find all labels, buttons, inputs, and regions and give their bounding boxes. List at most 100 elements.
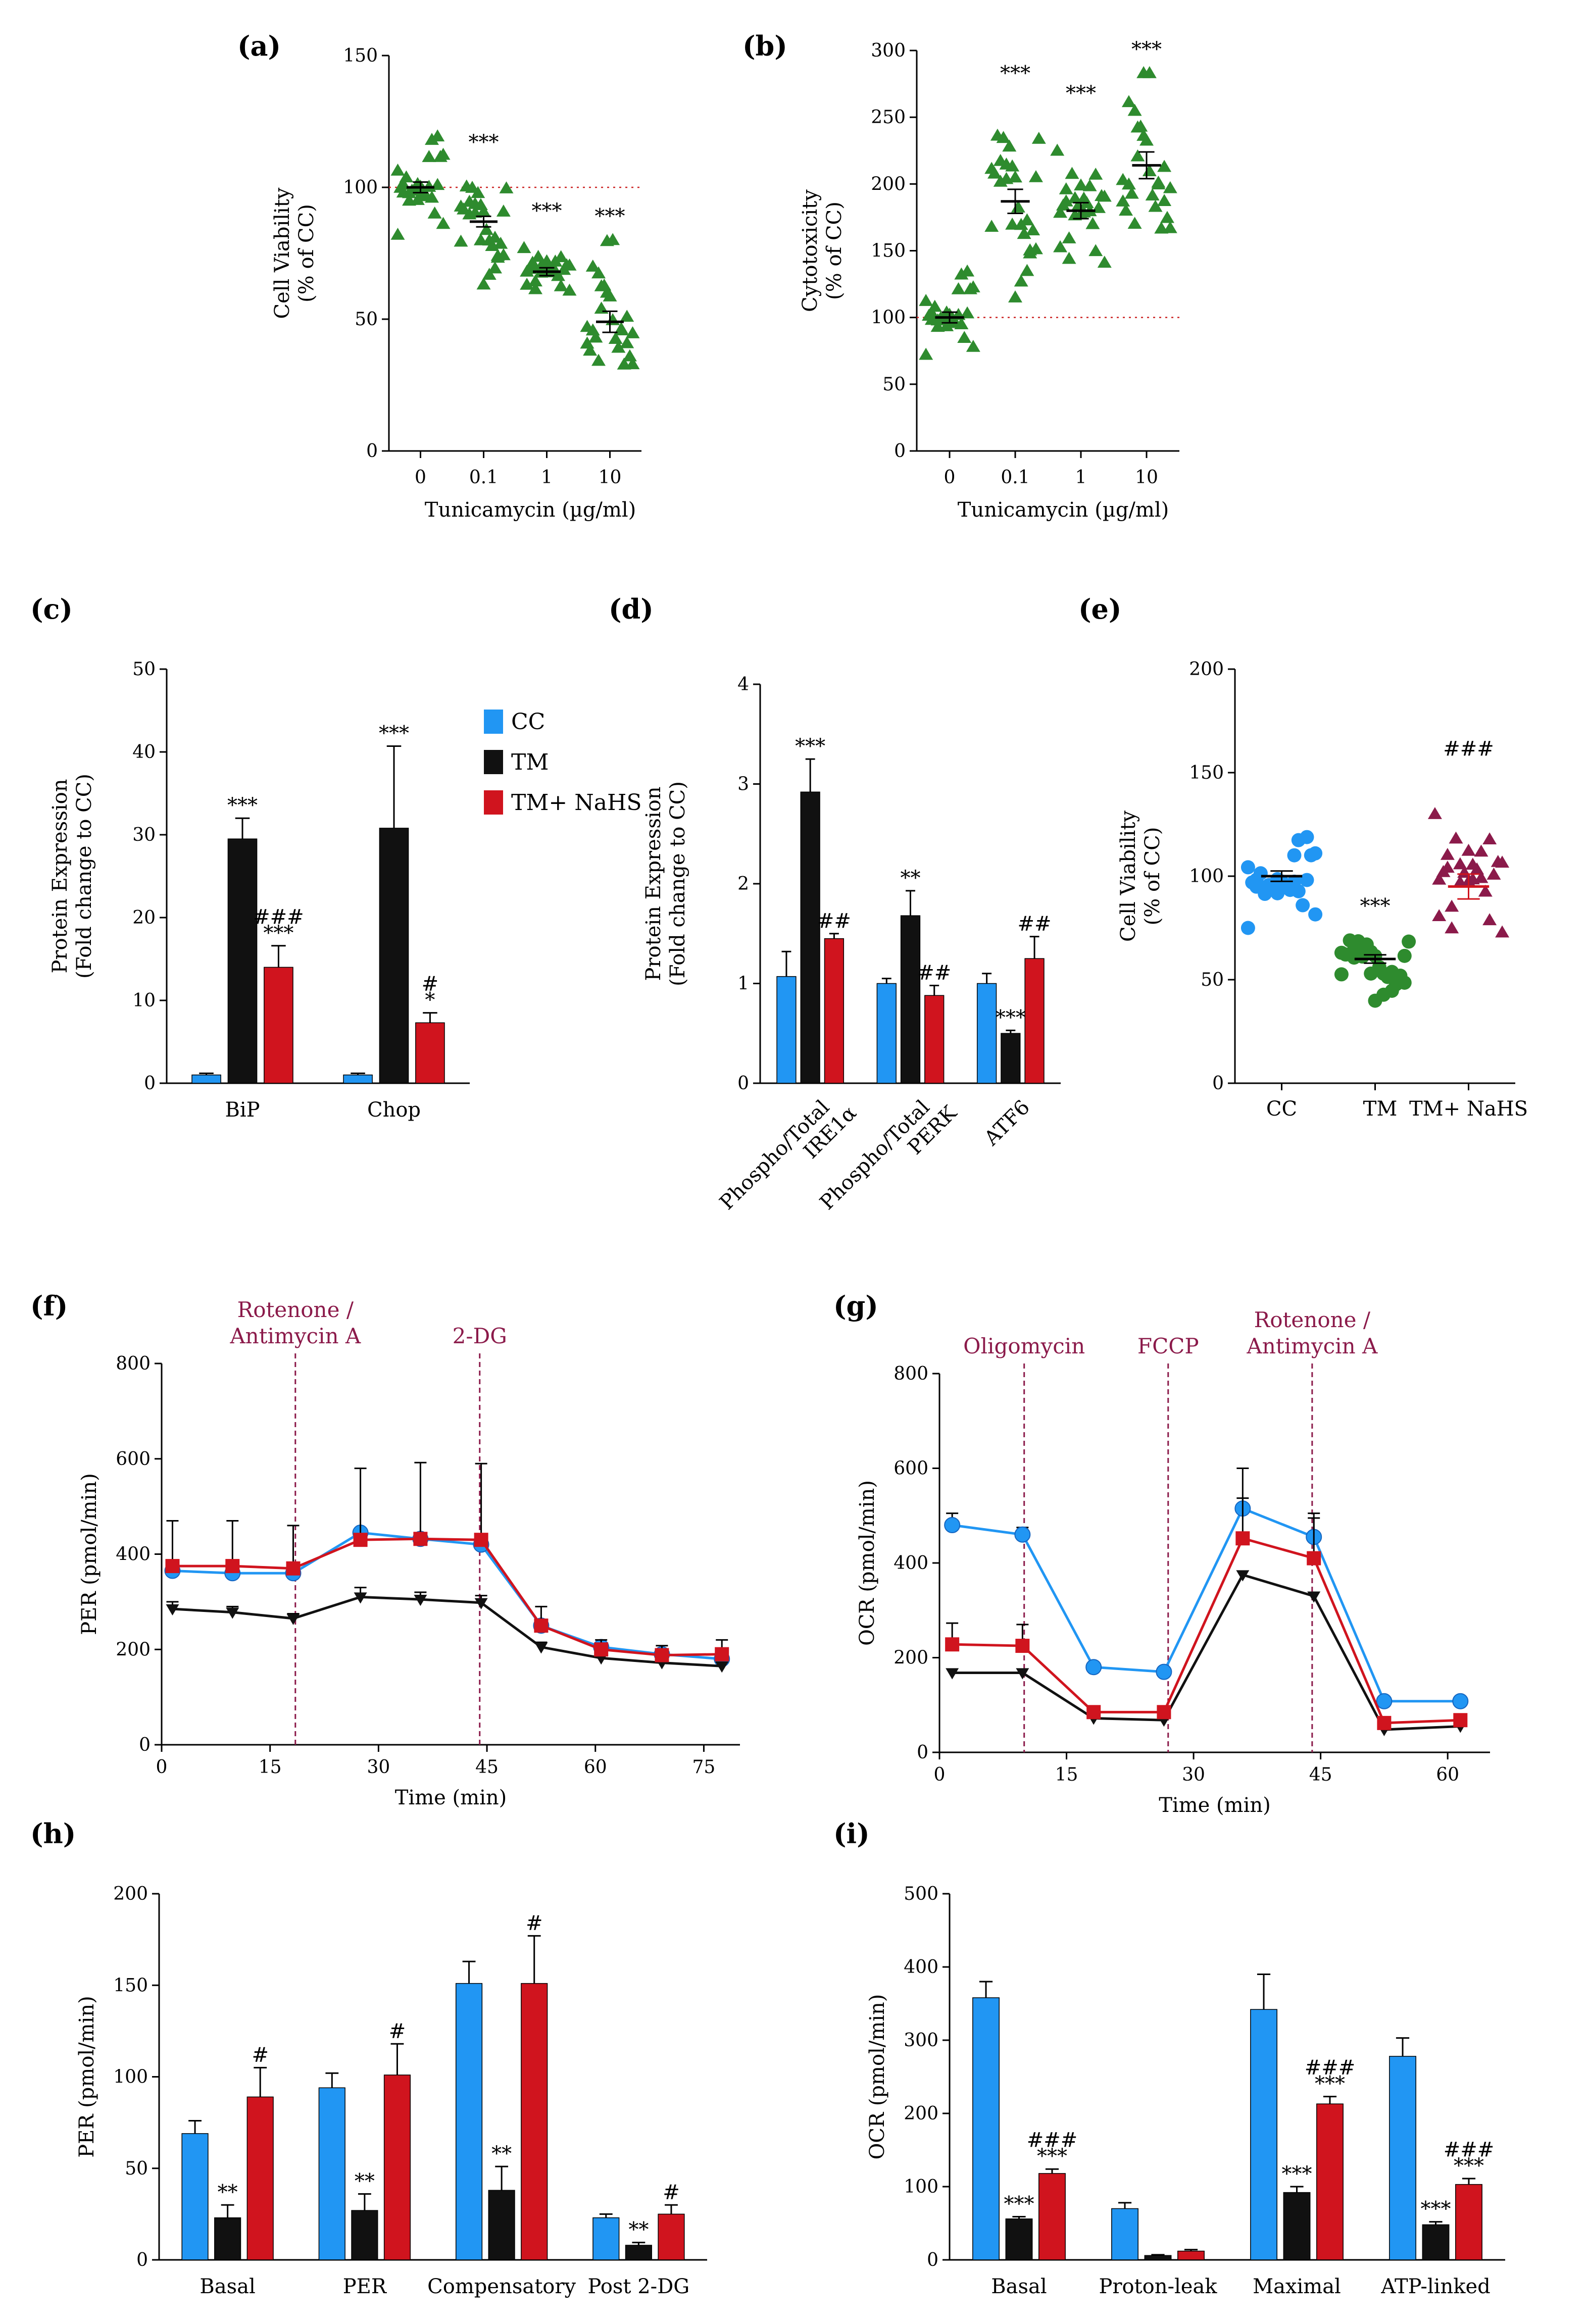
y-tick-label: 0 — [917, 1742, 928, 1763]
significance-label: *** — [1000, 62, 1030, 85]
data-point — [1088, 167, 1103, 180]
data-point — [591, 266, 606, 279]
data-point — [1482, 832, 1497, 845]
data-point — [1453, 857, 1467, 870]
x-tick-label: TM+ NaHS — [1409, 1097, 1528, 1121]
significance-line: *** — [996, 1006, 1026, 1029]
significance-label: ### *** — [1444, 2138, 1495, 2178]
data-point — [554, 279, 568, 291]
significance-line: *** — [1282, 2162, 1312, 2186]
data-point — [1068, 191, 1082, 204]
bar-cc — [1111, 2208, 1138, 2260]
bar-cc — [1389, 2056, 1416, 2260]
data-point — [476, 205, 491, 217]
x-tick-label: 75 — [692, 1757, 716, 1778]
significance-line: ** — [628, 2218, 649, 2242]
x-tick-label: PER — [343, 2275, 387, 2298]
significance-line: # — [422, 973, 439, 996]
y-tick-label: 10 — [132, 990, 156, 1011]
significance-line: ### — [1027, 2129, 1078, 2152]
data-point — [1053, 240, 1068, 252]
x-tick-label: 0.1 — [1001, 467, 1029, 488]
significance-label: # — [252, 2043, 269, 2066]
y-tick-label: 100 — [1189, 866, 1224, 887]
bar-cc — [1250, 2009, 1277, 2260]
data-point — [1486, 868, 1501, 880]
data-point — [715, 1647, 729, 1661]
data-point — [1017, 227, 1031, 239]
data-point — [499, 181, 514, 193]
data-point — [430, 129, 445, 141]
x-tick-label: 0 — [156, 1757, 168, 1778]
data-point — [165, 1559, 180, 1574]
data-point — [588, 330, 603, 343]
series-line-tmn — [172, 1537, 722, 1657]
significance-line: ### — [1305, 2056, 1356, 2080]
bar-cc — [343, 1074, 373, 1084]
significance-label: *** — [595, 205, 625, 228]
data-point — [1445, 921, 1459, 934]
y-axis-title: OCR (pmol/min) — [856, 1480, 879, 1646]
significance-label: ### *** — [1027, 2129, 1078, 2168]
significance-line: ## — [817, 910, 851, 933]
data-point — [490, 248, 505, 261]
event-label: 2-DG — [453, 1324, 507, 1348]
data-point — [1300, 830, 1314, 844]
data-point — [1308, 907, 1323, 922]
x-tick-label: Post 2-DG — [588, 2275, 690, 2298]
significance-label: *** — [227, 794, 258, 817]
y-axis-title: PER (pmol/min) — [75, 1996, 98, 2158]
bar-tmn — [521, 1983, 548, 2260]
bar-cc — [972, 1997, 1000, 2260]
data-point — [1127, 217, 1142, 229]
data-point — [520, 265, 534, 277]
data-point — [1296, 898, 1310, 913]
data-point — [520, 277, 534, 290]
data-point — [1085, 217, 1100, 229]
y-tick-label: 150 — [1189, 763, 1224, 783]
y-axis-title: (Fold change to CC) — [73, 774, 96, 979]
significance-line: *** — [795, 735, 825, 758]
data-point — [946, 1668, 959, 1680]
x-tick-label: 1 — [1075, 467, 1087, 488]
data-point — [166, 1604, 179, 1616]
legend: CC TM TM+ NaHS — [484, 709, 642, 816]
x-tick-label: Maximal — [1253, 2275, 1341, 2298]
data-point — [984, 162, 999, 174]
data-point — [413, 1532, 428, 1546]
y-tick-label: 200 — [116, 1639, 151, 1660]
bar-tmn — [1038, 2173, 1066, 2260]
data-point — [425, 133, 439, 145]
significance-label: ### — [1443, 737, 1494, 761]
data-point — [1241, 860, 1255, 875]
data-point — [1359, 937, 1374, 952]
significance-line: * — [425, 989, 435, 1012]
data-point — [951, 282, 966, 294]
y-tick-label: 800 — [116, 1353, 151, 1374]
data-point — [1334, 945, 1349, 960]
x-tick-label: Chop — [367, 1098, 421, 1122]
data-point — [1432, 909, 1447, 921]
data-point — [1334, 967, 1349, 982]
significance-label: ** — [628, 2218, 649, 2242]
x-tick-label: Phospho/TotalPERK — [815, 1085, 962, 1231]
data-point — [930, 313, 945, 326]
significance-label: ### *** — [253, 905, 304, 945]
significance-label: ** — [901, 867, 921, 890]
significance-label: ** — [218, 2181, 238, 2204]
data-point — [1307, 1591, 1321, 1603]
chart-panel-d: (d) 0 1 2 3 4 Protein Expression (Fold change t… — [609, 593, 1061, 1231]
data-point — [1300, 873, 1314, 887]
data-point — [1474, 871, 1489, 883]
series-line-cc — [952, 1507, 1461, 1703]
data-point — [454, 234, 468, 247]
data-point — [1427, 807, 1442, 819]
y-tick-label: 0 — [366, 441, 378, 462]
event-label: FCCP — [1137, 1334, 1199, 1358]
data-point — [436, 217, 451, 229]
chart-panel-g: (g) 0 200 400 600 800 OCR (pmol/min) 0 15 30 45 60 T… — [833, 1290, 1490, 1817]
data-point — [1008, 170, 1022, 183]
bar-tmn — [415, 1022, 445, 1084]
data-point — [1461, 843, 1476, 856]
bar-tmn — [1024, 958, 1045, 1084]
